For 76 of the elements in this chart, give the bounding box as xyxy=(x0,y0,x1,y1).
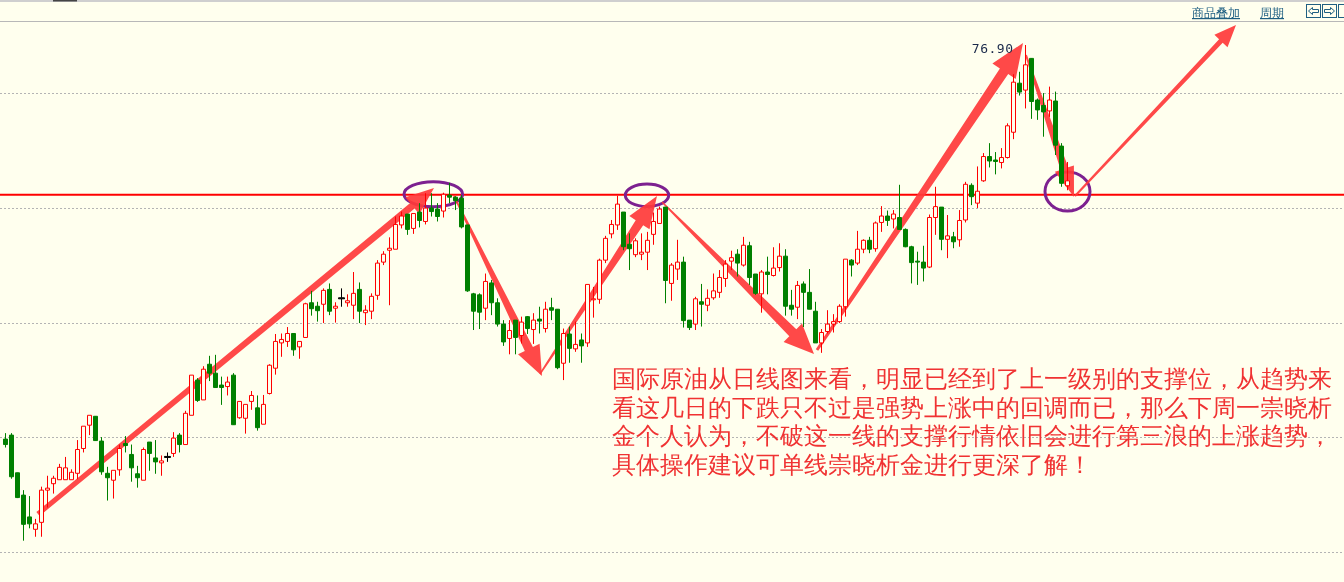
candlestick xyxy=(153,439,158,475)
candlestick xyxy=(741,236,746,268)
candlestick xyxy=(129,444,134,483)
candlestick xyxy=(579,333,584,364)
candlestick xyxy=(567,326,572,364)
candlestick xyxy=(405,213,410,236)
candlestick xyxy=(795,280,800,320)
candlestick xyxy=(705,288,710,312)
candlestick xyxy=(813,301,818,344)
candlestick xyxy=(1065,161,1070,191)
candlestick xyxy=(525,315,530,335)
candlestick xyxy=(249,390,254,411)
candlestick xyxy=(693,296,698,331)
candlestick xyxy=(231,372,236,426)
candlestick xyxy=(891,209,896,229)
annotation: 76.90 xyxy=(971,41,1014,56)
candlestick xyxy=(164,451,171,463)
candlestick xyxy=(321,287,326,324)
candlestick xyxy=(735,248,740,277)
candlestick xyxy=(663,206,668,304)
candlestick xyxy=(945,214,950,259)
candlestick xyxy=(423,192,428,225)
candlestick xyxy=(885,210,890,227)
candlestick xyxy=(969,182,974,206)
candlestick xyxy=(338,287,345,308)
candlestick xyxy=(297,340,302,360)
candlestick xyxy=(981,152,986,183)
candlestick xyxy=(573,321,578,353)
candlestick xyxy=(531,312,536,345)
candlestick xyxy=(507,319,512,355)
candlestick xyxy=(561,328,566,381)
candlestick xyxy=(867,236,872,254)
candlestick xyxy=(417,202,422,228)
candlestick xyxy=(1047,86,1052,118)
candlestick xyxy=(177,432,182,453)
candlestick xyxy=(159,454,164,477)
candlestick xyxy=(117,444,122,477)
candlestick xyxy=(291,333,296,357)
candlestick xyxy=(123,435,128,453)
candlestick xyxy=(819,328,824,354)
candlestick xyxy=(171,431,176,458)
candlestick xyxy=(195,377,200,403)
candlestick xyxy=(951,231,956,249)
candlestick xyxy=(261,394,266,425)
candlestick xyxy=(411,213,416,235)
text: 商品叠加 xyxy=(1192,6,1240,20)
candlestick xyxy=(1017,71,1022,97)
candlestick xyxy=(135,465,140,489)
candlestick xyxy=(201,365,206,401)
candlestick xyxy=(225,376,230,396)
candlestick xyxy=(699,283,704,328)
candlestick xyxy=(81,425,86,453)
candlestick xyxy=(333,301,338,324)
candlestick xyxy=(483,273,488,321)
candlestick xyxy=(105,466,110,502)
annotation: 国际原油从日线图来看，明显已经到了上一级别的支撑位，从趋势来看这几日的下跌只不过是强势上涨中的回调而已，那么下周一崇晓析金个人认为，不破这一线的支撑行情依旧会进行第三浪的上涨趋势，具体操作建议可单线崇晓析金进行更深了解！ xyxy=(612,366,1332,479)
candlestick xyxy=(939,206,944,251)
candlestick xyxy=(537,306,542,334)
candlestick xyxy=(519,316,524,344)
candlestick xyxy=(255,394,260,432)
candlestick xyxy=(759,269,764,314)
candlestick xyxy=(729,250,734,271)
text: 周期 xyxy=(1260,6,1284,20)
candlestick xyxy=(87,414,92,436)
candlestick xyxy=(327,282,332,316)
candlestick xyxy=(849,258,854,277)
candlestick xyxy=(543,301,548,334)
candlestick xyxy=(141,447,146,481)
candlestick xyxy=(513,319,518,355)
candlestick xyxy=(147,441,152,472)
candlestick xyxy=(111,469,116,500)
candlestick xyxy=(33,518,38,538)
candlestick xyxy=(1023,44,1028,109)
candlestick xyxy=(303,302,308,338)
candlestick xyxy=(357,281,362,324)
candlestick xyxy=(765,256,770,295)
